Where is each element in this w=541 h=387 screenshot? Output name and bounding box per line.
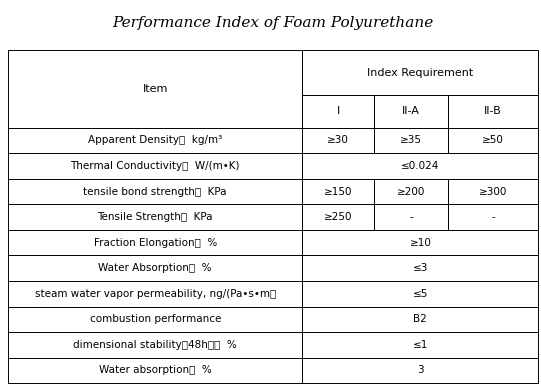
Bar [302, 358, 538, 383]
Bar [8, 128, 302, 153]
Bar [302, 153, 538, 179]
Text: ≤5: ≤5 [413, 289, 428, 299]
Bar [302, 95, 374, 128]
Bar [302, 230, 538, 255]
Bar [8, 50, 302, 128]
Text: ≥50: ≥50 [482, 135, 504, 146]
Text: II-A: II-A [402, 106, 420, 116]
Text: Index Requirement: Index Requirement [367, 68, 473, 77]
Text: 3: 3 [417, 365, 424, 375]
Text: Thermal Conductivity，  W/(m•K): Thermal Conductivity， W/(m•K) [70, 161, 240, 171]
Bar [302, 255, 538, 281]
Bar [374, 128, 448, 153]
Text: Performance Index of Foam Polyurethane: Performance Index of Foam Polyurethane [113, 16, 434, 30]
Bar [448, 128, 538, 153]
Text: Item: Item [142, 84, 168, 94]
Text: B2: B2 [413, 314, 427, 324]
Bar [302, 281, 538, 307]
Text: ≤3: ≤3 [413, 263, 428, 273]
Bar [374, 179, 448, 204]
Text: Water Absorption，  %: Water Absorption， % [98, 263, 212, 273]
Bar [448, 204, 538, 230]
Text: ≥30: ≥30 [327, 135, 349, 146]
Bar [8, 255, 302, 281]
Text: ≤1: ≤1 [413, 340, 428, 350]
Bar [302, 128, 374, 153]
Bar [302, 332, 538, 358]
Text: ≥250: ≥250 [324, 212, 352, 222]
Bar [302, 204, 374, 230]
Bar [448, 95, 538, 128]
Bar [374, 95, 448, 128]
Bar [8, 281, 302, 307]
Text: Tensile Strength，  KPa: Tensile Strength， KPa [97, 212, 213, 222]
Text: Water absorption，  %: Water absorption， % [99, 365, 212, 375]
Bar [8, 307, 302, 332]
Text: combustion performance: combustion performance [90, 314, 221, 324]
Bar [8, 230, 302, 255]
Bar [8, 332, 302, 358]
Text: -: - [409, 212, 413, 222]
Text: II-B: II-B [484, 106, 502, 116]
Text: ≥35: ≥35 [400, 135, 422, 146]
Text: steam water vapor permeability, ng/(Pa•s•m）: steam water vapor permeability, ng/(Pa•s… [35, 289, 276, 299]
Text: I: I [337, 106, 340, 116]
Bar [8, 204, 302, 230]
Text: Apparent Density，  kg/m³: Apparent Density， kg/m³ [88, 135, 222, 146]
Bar [8, 179, 302, 204]
Bar [302, 179, 374, 204]
Text: Fraction Elongation，  %: Fraction Elongation， % [94, 238, 217, 248]
Bar [448, 179, 538, 204]
Text: ≥200: ≥200 [397, 187, 425, 197]
Bar [8, 358, 302, 383]
Text: ≤0.024: ≤0.024 [401, 161, 439, 171]
Bar [8, 153, 302, 179]
Text: ≥300: ≥300 [479, 187, 507, 197]
Text: -: - [491, 212, 495, 222]
Bar [302, 50, 538, 95]
Bar [374, 204, 448, 230]
Text: tensile bond strength，  KPa: tensile bond strength， KPa [83, 187, 227, 197]
Text: dimensional stability（48h），  %: dimensional stability（48h）， % [74, 340, 237, 350]
Text: ≥150: ≥150 [324, 187, 352, 197]
Text: ≥10: ≥10 [410, 238, 431, 248]
Bar [302, 307, 538, 332]
